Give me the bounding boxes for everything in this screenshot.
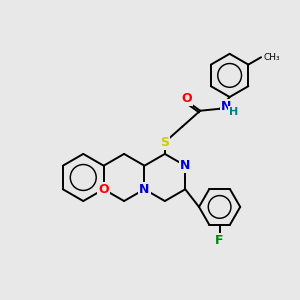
Text: N: N: [221, 100, 231, 113]
Text: H: H: [229, 107, 238, 117]
Text: O: O: [98, 183, 109, 196]
Text: N: N: [139, 183, 150, 196]
Text: F: F: [215, 234, 224, 247]
Text: CH₃: CH₃: [263, 53, 280, 62]
Text: O: O: [181, 92, 192, 106]
Text: N: N: [180, 159, 190, 172]
Text: S: S: [160, 136, 169, 148]
